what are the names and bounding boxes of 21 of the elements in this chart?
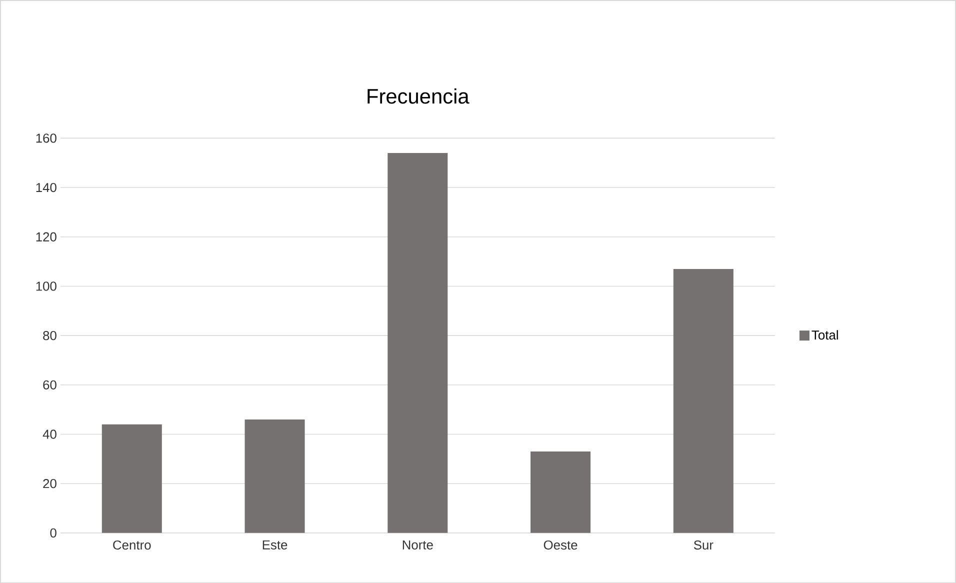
y-tick-label: 80 [43,330,56,340]
y-tick-label: 40 [42,429,56,439]
bar [388,152,448,533]
bar [673,268,734,533]
y-tick-label: 140 [36,182,56,192]
bar [530,451,591,533]
y-tick-label: 120 [36,232,56,242]
y-tick-label: 20 [43,478,56,488]
y-tick-label: 60 [43,380,56,390]
legend-label: Total [812,330,838,340]
y-tick-label: 100 [36,281,56,291]
x-tick-label: Este [262,540,288,550]
x-tick-label: Centro [113,540,151,550]
bar [102,424,162,533]
x-tick-label: Sur [694,540,714,550]
y-tick-label: 160 [36,133,56,143]
x-tick-label: Oeste [544,540,578,550]
bar [244,419,305,533]
x-tick-label: Norte [402,540,433,550]
y-tick-label: 0 [50,528,56,538]
chart-title: Frecuencia [368,88,470,104]
